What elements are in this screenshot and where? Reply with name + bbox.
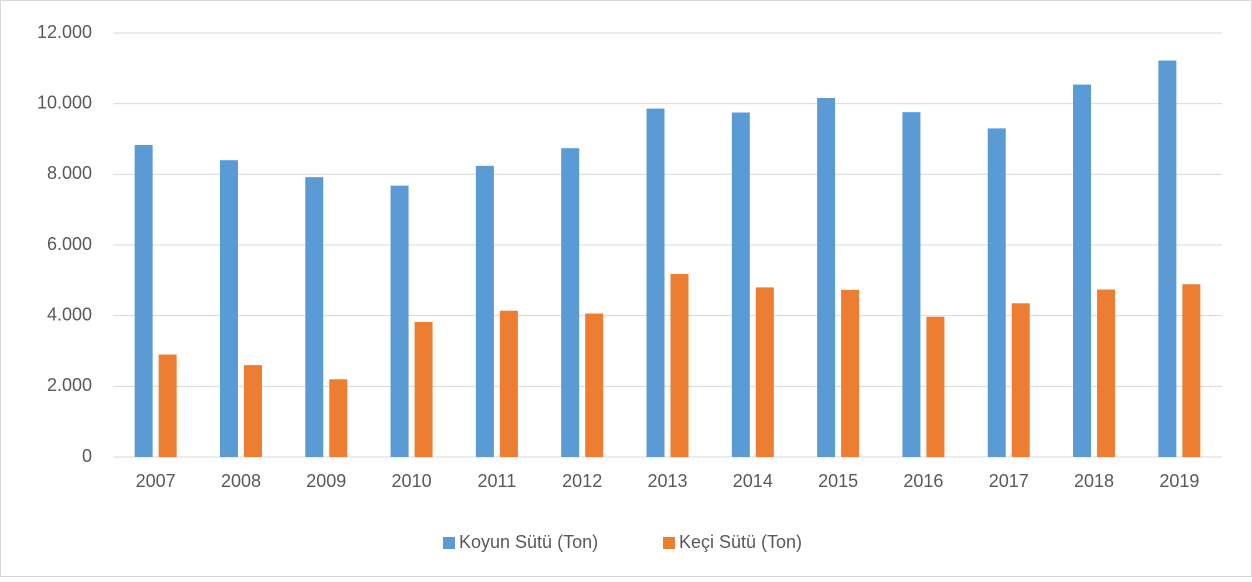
bar (670, 273, 689, 457)
y-tick-label: 6.000 (47, 234, 92, 254)
x-tick-label: 2018 (1074, 471, 1114, 491)
x-tick-label: 2012 (562, 471, 602, 491)
bar (755, 287, 774, 457)
x-tick-label: 2013 (647, 471, 687, 491)
bar (646, 108, 665, 457)
x-tick-label: 2019 (1159, 471, 1199, 491)
bar (926, 316, 945, 457)
legend-swatch (443, 537, 455, 549)
bar (134, 145, 153, 458)
bar (1182, 284, 1201, 457)
y-tick-label: 8.000 (47, 163, 92, 183)
bar (243, 365, 262, 457)
y-tick-label: 0 (82, 446, 92, 466)
x-tick-label: 2008 (221, 471, 261, 491)
x-tick-label: 2009 (306, 471, 346, 491)
bar (305, 177, 324, 457)
x-tick-label: 2015 (818, 471, 858, 491)
x-tick-label: 2014 (733, 471, 773, 491)
x-tick-label: 2010 (392, 471, 432, 491)
bar (731, 112, 750, 457)
y-tick-label: 4.000 (47, 304, 92, 324)
y-tick-label: 12.000 (37, 22, 92, 42)
x-tick-label: 2007 (136, 471, 176, 491)
bar (1158, 60, 1177, 458)
bar (158, 354, 177, 457)
bar (475, 165, 494, 457)
x-tick-label: 2016 (903, 471, 943, 491)
y-tick-label: 2.000 (47, 375, 92, 395)
bar (585, 313, 604, 457)
bar (219, 160, 238, 457)
bar (390, 185, 409, 457)
legend-swatch (663, 537, 675, 549)
legend-label: Koyun Sütü (Ton) (459, 532, 598, 552)
x-tick-label: 2017 (989, 471, 1029, 491)
bar (987, 128, 1006, 457)
bar (414, 322, 433, 457)
bar (561, 148, 580, 458)
bar (1011, 303, 1030, 457)
bar (329, 379, 348, 457)
bar (1073, 84, 1092, 457)
x-tick-label: 2011 (478, 471, 517, 491)
bar (817, 98, 836, 457)
bar (902, 112, 921, 457)
bar (499, 310, 518, 457)
bar (1097, 289, 1116, 457)
y-tick-label: 10.000 (37, 92, 92, 112)
bar (841, 289, 860, 457)
legend-label: Keçi Sütü (Ton) (679, 532, 802, 552)
